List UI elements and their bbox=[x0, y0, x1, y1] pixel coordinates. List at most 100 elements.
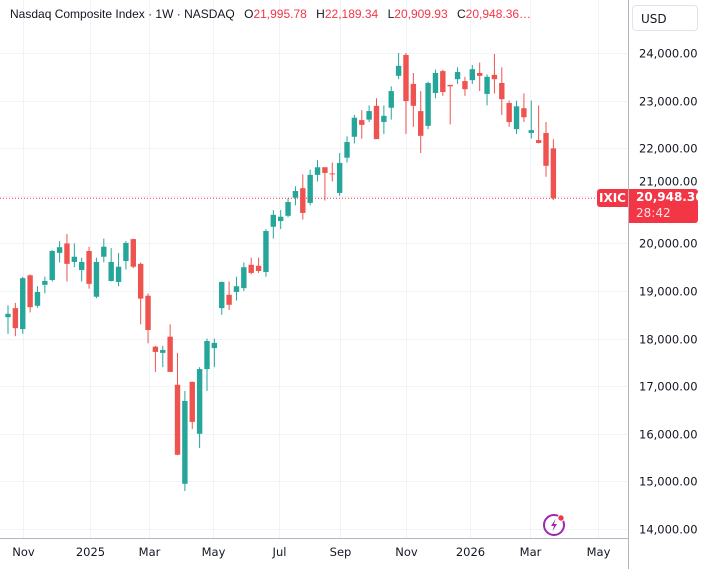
candle-body bbox=[64, 243, 70, 264]
candle-body bbox=[418, 111, 424, 136]
candle-body bbox=[49, 251, 55, 281]
candle bbox=[307, 169, 313, 206]
candle bbox=[174, 352, 181, 456]
candle bbox=[56, 241, 63, 263]
candle bbox=[130, 238, 136, 269]
candle bbox=[550, 139, 557, 201]
candle bbox=[270, 210, 277, 239]
candle bbox=[20, 276, 26, 334]
x-tick-label: 2025 bbox=[76, 545, 105, 559]
candle-body bbox=[115, 266, 122, 282]
candle-body bbox=[182, 400, 188, 484]
candle bbox=[292, 186, 299, 206]
y-tick-label: 24,000.00 bbox=[639, 47, 698, 61]
candle bbox=[27, 274, 33, 313]
candle-body bbox=[108, 261, 114, 282]
bar-countdown: 28:42 bbox=[636, 206, 671, 221]
candle bbox=[440, 69, 446, 96]
candle-body bbox=[351, 117, 358, 137]
candle bbox=[160, 345, 166, 368]
y-tick-label: 23,000.00 bbox=[639, 95, 698, 109]
candle bbox=[182, 390, 188, 491]
candle bbox=[300, 174, 306, 220]
y-tick-label: 21,000.00 bbox=[639, 174, 698, 188]
y-tick-label: 17,000.00 bbox=[639, 380, 698, 394]
y-tick-label: 16,000.00 bbox=[639, 428, 698, 442]
x-tick-label: Mar bbox=[139, 545, 161, 559]
candle bbox=[351, 114, 358, 144]
y-tick-label: 18,000.00 bbox=[639, 333, 698, 347]
candle-body bbox=[174, 384, 181, 455]
candle-body bbox=[462, 81, 468, 90]
candle-body bbox=[476, 72, 483, 76]
x-tick-label: Sep bbox=[330, 545, 352, 559]
candle-body bbox=[12, 308, 19, 329]
candle bbox=[388, 86, 394, 120]
candle-body bbox=[425, 82, 431, 126]
candle-body bbox=[535, 140, 542, 143]
candle-body bbox=[160, 350, 166, 353]
x-tick-label: May bbox=[587, 545, 611, 559]
candle bbox=[49, 250, 55, 282]
candle-body bbox=[255, 265, 262, 272]
candle bbox=[137, 262, 144, 325]
candle bbox=[12, 302, 19, 337]
candle bbox=[71, 243, 78, 268]
y-tick-label: 22,000.00 bbox=[639, 142, 698, 156]
candle-body bbox=[454, 72, 461, 80]
candle-body bbox=[79, 261, 85, 271]
candle-body bbox=[373, 105, 380, 140]
candle-body bbox=[137, 263, 144, 299]
time-axis[interactable]: Nov 2025 Mar May Jul Sep Nov 2026 Mar May bbox=[12, 545, 610, 559]
candle-body bbox=[395, 65, 402, 76]
candle-body bbox=[447, 84, 453, 87]
candle bbox=[521, 93, 527, 123]
lightning-icon[interactable] bbox=[543, 514, 565, 536]
candle-body bbox=[322, 167, 328, 173]
candle bbox=[79, 257, 85, 282]
candle-body bbox=[5, 313, 11, 318]
candle-body bbox=[56, 247, 63, 253]
candle bbox=[543, 122, 549, 177]
x-tick-label: 2026 bbox=[456, 545, 485, 559]
candle-body bbox=[42, 281, 48, 285]
candle-body bbox=[307, 174, 313, 203]
candle-body bbox=[123, 242, 129, 262]
candle-body bbox=[543, 132, 549, 166]
candle bbox=[34, 286, 41, 308]
candle-body bbox=[440, 71, 446, 93]
high-value: 22,189.34 bbox=[324, 7, 379, 21]
candle bbox=[219, 281, 225, 315]
candle bbox=[93, 257, 100, 299]
candle bbox=[248, 257, 254, 275]
low-label: L bbox=[387, 7, 395, 21]
candle bbox=[285, 198, 291, 218]
candle-body bbox=[130, 239, 136, 267]
candle-body bbox=[248, 264, 254, 273]
candle-body bbox=[388, 91, 394, 108]
candle bbox=[277, 210, 284, 230]
candle-body bbox=[506, 102, 512, 123]
candle bbox=[432, 69, 439, 99]
candle bbox=[189, 381, 195, 430]
candle-body bbox=[381, 115, 387, 123]
candle-body bbox=[432, 72, 439, 93]
candle bbox=[395, 53, 402, 80]
candle-body bbox=[336, 162, 343, 193]
x-tick-label: Mar bbox=[520, 545, 542, 559]
candle-body bbox=[189, 381, 195, 422]
price-axis[interactable]: 24,000.00 23,000.00 22,000.00 21,000.00 20,0… bbox=[639, 47, 698, 537]
candle-body bbox=[366, 111, 372, 120]
candle bbox=[322, 167, 328, 201]
candle bbox=[329, 162, 335, 182]
candle bbox=[491, 53, 498, 94]
candle-body bbox=[270, 214, 277, 227]
candle-body bbox=[285, 201, 291, 216]
candle-body bbox=[219, 281, 225, 309]
candle-body bbox=[71, 256, 78, 262]
candle-body bbox=[499, 82, 505, 100]
x-tick-label: Jul bbox=[272, 545, 287, 559]
candle-body bbox=[469, 69, 476, 81]
currency-button[interactable]: USD bbox=[632, 5, 698, 31]
